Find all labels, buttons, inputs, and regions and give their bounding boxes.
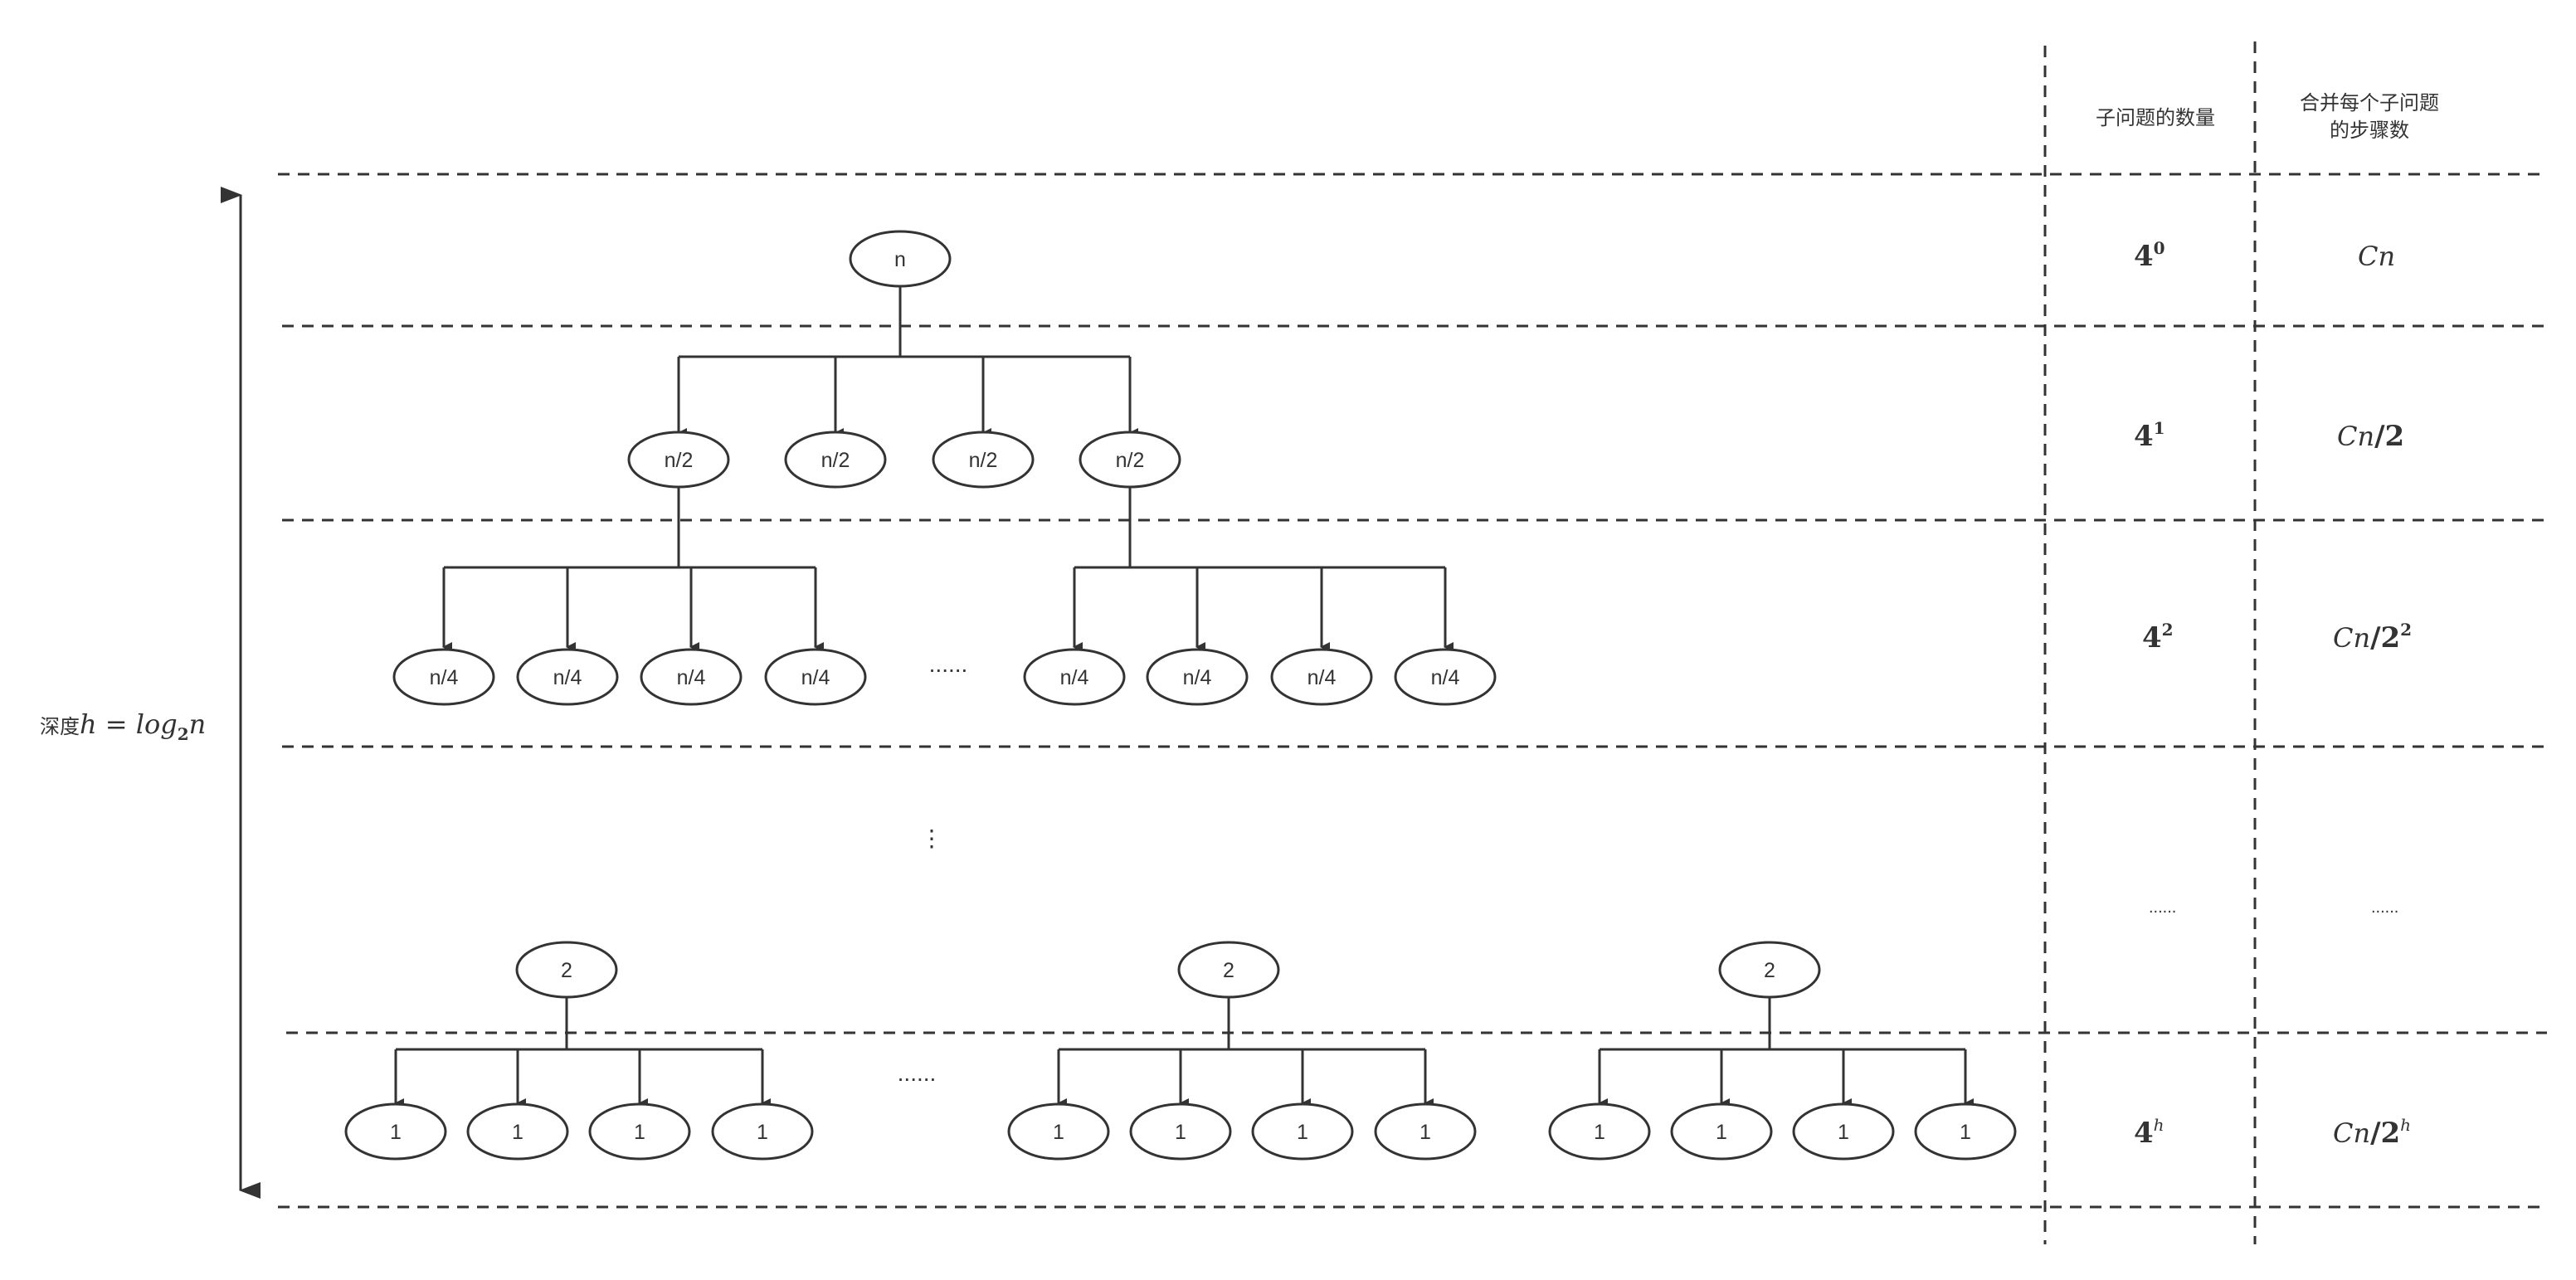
node-label: 1 (1960, 1121, 1971, 1144)
tree-node-root: n (849, 230, 952, 288)
tree-node-level2: n/4 (516, 648, 619, 706)
tree-node-level2: n/4 (1394, 648, 1497, 706)
node-label: n/4 (677, 666, 706, 689)
node-label: n/4 (1307, 666, 1337, 689)
header-count-label: 子问题的数量 (2096, 107, 2215, 129)
tree-leaf: 1 (588, 1102, 691, 1161)
header-steps-label-line2: 的步骤数 (2330, 119, 2409, 142)
node-label: 1 (1716, 1121, 1727, 1144)
node-label: n/2 (1116, 449, 1145, 472)
tree-leaf: 1 (1792, 1102, 1895, 1161)
node-label: 2 (1764, 959, 1775, 982)
tree-leaf: 1 (711, 1102, 814, 1161)
steps-row-3: ...... (2371, 898, 2398, 917)
tree-node-level2: n/4 (764, 648, 867, 706)
tree-node-level2: n/4 (392, 648, 495, 706)
node-label: n/2 (665, 449, 694, 472)
steps-row-0: Cn (2358, 241, 2395, 272)
node-label: 1 (1053, 1121, 1064, 1144)
tree-node-parent-2: 2 (1718, 941, 1821, 999)
tree-node-parent-2: 2 (515, 941, 618, 999)
node-label: n (894, 248, 906, 271)
tree-node-level2: n/4 (640, 648, 743, 706)
node-label: 1 (1838, 1121, 1849, 1144)
vertical-ellipsis: ⋮ (920, 825, 943, 851)
count-row-0: 40 (2134, 238, 2165, 273)
tree-connectors (394, 286, 1974, 1108)
node-label: n/4 (553, 666, 582, 689)
tree-node-level2: n/4 (1270, 648, 1373, 706)
depth-label: 深度h = log2n (40, 708, 206, 744)
node-label: 1 (757, 1121, 768, 1144)
tree-leaf: 1 (1251, 1102, 1354, 1161)
tree-node-level1: n/2 (627, 431, 730, 489)
node-label: n/4 (801, 666, 830, 689)
tree-leaf: 1 (1670, 1102, 1773, 1161)
node-label: n/4 (1183, 666, 1212, 689)
node-label: n/2 (821, 449, 850, 472)
node-label: 1 (512, 1121, 523, 1144)
node-label: 1 (634, 1121, 645, 1144)
count-row-h: 4h (2134, 1115, 2165, 1150)
tree-node-level2: n/4 (1146, 648, 1249, 706)
tree-leaf: 1 (344, 1102, 447, 1161)
node-label: 1 (1419, 1121, 1431, 1144)
tree-leaf: 1 (466, 1102, 569, 1161)
node-label: n/4 (430, 666, 459, 689)
tree-node-level1: n/2 (784, 431, 887, 489)
steps-row-1: Cn/2 (2337, 420, 2404, 453)
node-label: 2 (561, 959, 572, 982)
node-label: 1 (1297, 1121, 1308, 1144)
leaves-ellipsis: ...... (898, 1060, 937, 1086)
header-steps-label-line1: 合并每个子问题 (2300, 92, 2439, 114)
level2-ellipsis: ...... (929, 651, 968, 677)
tree-nodes: n n/2 n/2 n/2 n/2 n/4 n/4 n/4 n/4 n/4 n/… (344, 230, 2017, 1161)
node-label: 1 (390, 1121, 402, 1144)
node-label: 1 (1175, 1121, 1186, 1144)
count-row-2: 42 (2142, 620, 2174, 655)
tree-node-level1: n/2 (1079, 431, 1181, 489)
node-label: 1 (1594, 1121, 1605, 1144)
node-label: n/2 (969, 449, 998, 472)
tree-node-parent-2: 2 (1177, 941, 1280, 999)
steps-row-2: Cn/22 (2333, 620, 2412, 655)
tree-leaf: 1 (1129, 1102, 1232, 1161)
count-column: 40 41 42 ...... 4h (2134, 238, 2176, 1150)
steps-row-h: Cn/2h (2333, 1115, 2411, 1150)
node-label: n/4 (1431, 666, 1460, 689)
steps-column: Cn Cn/2 Cn/22 ...... Cn/2h (2333, 241, 2412, 1150)
column-separators (2043, 41, 2257, 1244)
node-label: 2 (1223, 959, 1234, 982)
count-row-1: 41 (2134, 418, 2165, 453)
tree-leaf: 1 (1374, 1102, 1477, 1161)
tree-leaf: 1 (1548, 1102, 1651, 1161)
tree-node-level2: n/4 (1023, 648, 1126, 706)
node-label: n/4 (1060, 666, 1089, 689)
tree-leaf: 1 (1007, 1102, 1110, 1161)
tree-node-level1: n/2 (932, 431, 1035, 489)
tree-leaf: 1 (1914, 1102, 2017, 1161)
count-row-3: ...... (2149, 898, 2176, 917)
